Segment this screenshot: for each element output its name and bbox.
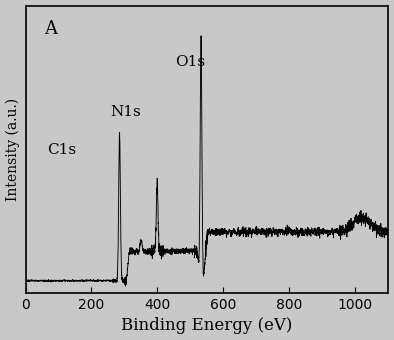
Text: O1s: O1s <box>175 55 206 69</box>
Text: C1s: C1s <box>47 143 76 157</box>
Y-axis label: Intensity (a.u.): Intensity (a.u.) <box>6 98 20 201</box>
Text: N1s: N1s <box>110 105 141 119</box>
Text: A: A <box>44 20 57 38</box>
X-axis label: Binding Energy (eV): Binding Energy (eV) <box>121 318 293 335</box>
